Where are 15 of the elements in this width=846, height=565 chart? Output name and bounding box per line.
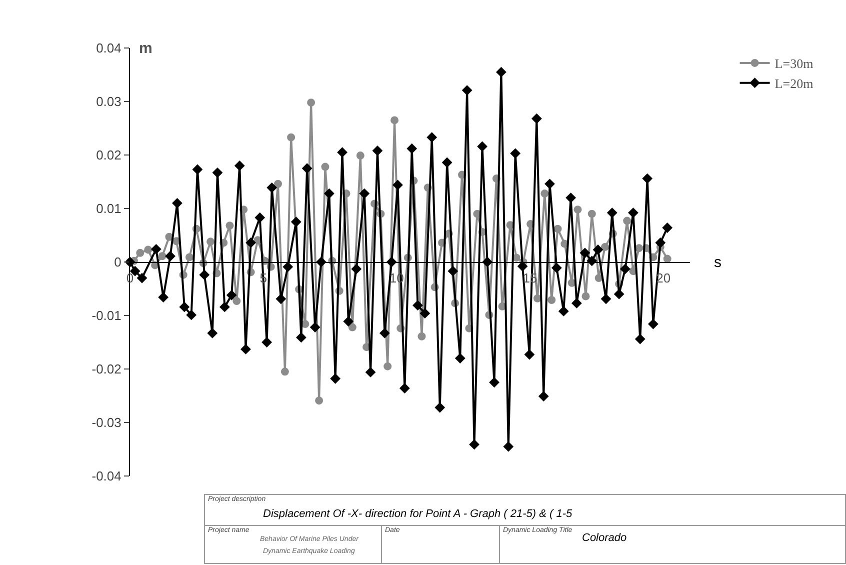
y-tick-label: 0.02	[96, 148, 122, 163]
y-tick-label: -0.04	[92, 468, 122, 484]
text: Colorado	[582, 532, 627, 544]
text: Displacement Of -X- direction for Point A - Graph ( 21-5) & ( 1-5	[263, 508, 572, 520]
y-tick-label: -0.03	[92, 415, 122, 430]
y-tick-label: -0.02	[92, 362, 122, 377]
y-axis-title: m	[139, 40, 152, 57]
y-tick-label: 0.03	[96, 94, 122, 110]
legend-label: L=20m	[774, 76, 814, 91]
y-tick-label: 0.01	[96, 201, 122, 216]
legend-label: L=30m	[774, 56, 814, 72]
y-tick-label: 0.04	[96, 40, 122, 56]
x-axis-title: s	[714, 254, 722, 271]
y-tick-label: -0.01	[92, 308, 122, 324]
y-tick-label: 0	[114, 254, 122, 270]
